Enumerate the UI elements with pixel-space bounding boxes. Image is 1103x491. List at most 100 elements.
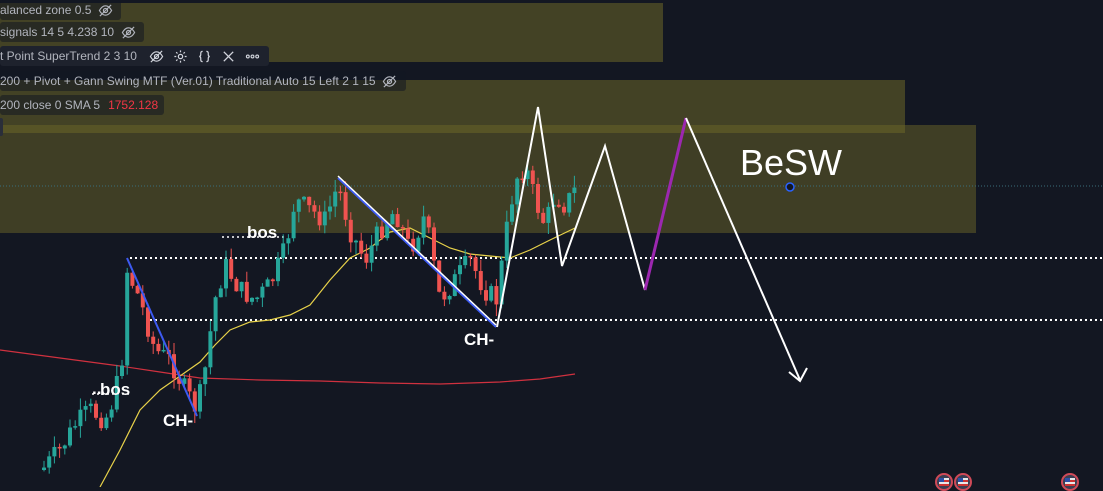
candle-body[interactable] [208, 331, 213, 368]
candle-body[interactable] [484, 290, 488, 301]
ch-label-left[interactable]: CH- [163, 411, 193, 430]
candle-body[interactable] [359, 240, 364, 254]
candle-body[interactable] [432, 227, 436, 261]
trend-line-blue-left[interactable] [126, 257, 198, 417]
candle-body[interactable] [182, 378, 187, 384]
legend-row-3[interactable]: t Point SuperTrend 2 3 10 [0, 46, 269, 66]
zone-box-lower[interactable] [0, 125, 976, 233]
candle-body[interactable] [146, 307, 150, 337]
candle-body[interactable] [530, 170, 535, 185]
anchor-point[interactable] [785, 182, 795, 192]
bos-label-top[interactable]: bos [247, 223, 277, 242]
candle-body[interactable] [125, 272, 130, 366]
candle-body[interactable] [296, 199, 301, 212]
candle-body[interactable] [229, 259, 234, 279]
candle-body[interactable] [239, 281, 244, 292]
candle-body[interactable] [120, 365, 124, 377]
candle-body[interactable] [224, 259, 228, 289]
candle-body[interactable] [52, 446, 57, 457]
candle-body[interactable] [187, 378, 192, 392]
trend-line-blue-right[interactable] [337, 177, 497, 328]
candle-body[interactable] [364, 253, 369, 263]
candle-body[interactable] [395, 214, 400, 228]
candle-body[interactable] [114, 376, 119, 410]
eye-off-icon[interactable] [118, 22, 138, 42]
candle-body[interactable] [260, 286, 265, 298]
candle-body[interactable] [270, 279, 275, 282]
legend-row-1[interactable]: alanced zone 0.5 [0, 0, 122, 20]
candle-body[interactable] [99, 417, 104, 429]
candle-body[interactable] [525, 170, 530, 180]
candle-body[interactable] [104, 417, 109, 429]
bos-label-left[interactable]: bos [100, 380, 130, 399]
candle-body[interactable] [437, 260, 442, 292]
candle-body[interactable] [520, 178, 525, 181]
candle-body[interactable] [504, 221, 509, 261]
candle-body[interactable] [380, 226, 384, 239]
candle-body[interactable] [156, 343, 161, 352]
candle-body[interactable] [83, 406, 88, 410]
candle-body[interactable] [78, 409, 83, 427]
candle-body[interactable] [426, 216, 431, 228]
candle-body[interactable] [411, 238, 416, 252]
candle-body[interactable] [478, 271, 483, 291]
candle-body[interactable] [328, 206, 332, 212]
candle-body[interactable] [541, 212, 546, 223]
candle-body[interactable] [572, 187, 577, 194]
legend-collapse-handle[interactable] [0, 118, 3, 136]
projection-purple-leg[interactable] [643, 117, 688, 291]
candle-body[interactable] [281, 243, 286, 258]
eye-off-icon[interactable] [147, 46, 167, 66]
candle-body[interactable] [161, 349, 166, 352]
candle-body[interactable] [338, 191, 343, 194]
more-icon[interactable] [243, 46, 263, 66]
candle-body[interactable] [322, 211, 327, 226]
candle-body[interactable] [109, 409, 114, 418]
candle-body[interactable] [400, 227, 405, 229]
candle-body[interactable] [203, 367, 208, 385]
candle-body[interactable] [177, 378, 182, 384]
candle-body[interactable] [473, 257, 478, 272]
projection-final-leg[interactable] [685, 117, 801, 381]
candle-body[interactable] [421, 216, 426, 238]
candle-body[interactable] [307, 196, 312, 206]
candle-body[interactable] [244, 281, 249, 302]
candle-body[interactable] [250, 297, 254, 302]
candle-body[interactable] [62, 445, 67, 449]
candle-body[interactable] [354, 240, 358, 243]
candle-body[interactable] [47, 456, 52, 468]
eye-off-icon[interactable] [380, 71, 400, 91]
candle-body[interactable] [312, 205, 317, 212]
candle-body[interactable] [406, 228, 410, 239]
candle-body[interactable] [276, 257, 280, 282]
candle-body[interactable] [390, 214, 395, 225]
flag-icon[interactable] [954, 473, 972, 491]
eye-off-icon[interactable] [95, 0, 115, 20]
candle-body[interactable] [442, 291, 447, 300]
candle-body[interactable] [218, 288, 223, 298]
legend-row-4[interactable]: 200 + Pivot + Gann Swing MTF (Ver.01) Tr… [0, 71, 406, 91]
ch-label-right[interactable]: CH- [464, 330, 494, 349]
candle-body[interactable] [447, 296, 452, 300]
gear-icon[interactable] [171, 46, 191, 66]
candle-body[interactable] [213, 297, 218, 332]
candle-body[interactable] [348, 219, 353, 243]
candle-body[interactable] [333, 191, 338, 207]
besw-label[interactable]: BeSW [740, 142, 842, 183]
candle-body[interactable] [556, 204, 561, 207]
candle-body[interactable] [562, 206, 566, 213]
candle-body[interactable] [57, 446, 62, 449]
candle-body[interactable] [73, 426, 78, 428]
candle-body[interactable] [374, 226, 379, 246]
legend-row-2[interactable]: signals 14 5 4.238 10 [0, 22, 145, 42]
candle-body[interactable] [68, 427, 72, 446]
candle-body[interactable] [567, 193, 572, 213]
candle-body[interactable] [499, 260, 504, 305]
candle-body[interactable] [140, 293, 145, 308]
candle-body[interactable] [255, 297, 260, 300]
candle-body[interactable] [317, 211, 322, 226]
candle-body[interactable] [369, 245, 374, 263]
candle-body[interactable] [130, 272, 135, 286]
trend-line-white-left[interactable] [337, 175, 497, 326]
